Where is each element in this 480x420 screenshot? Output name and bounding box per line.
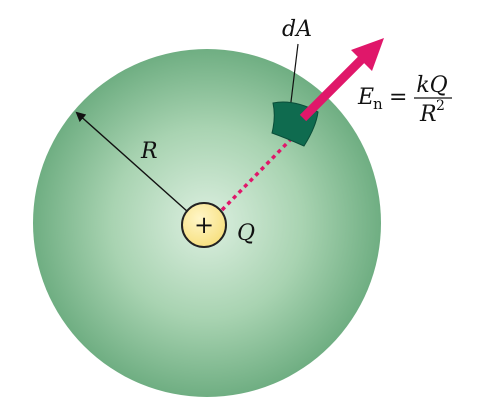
radius-label: R xyxy=(140,139,158,164)
field-arrow-icon xyxy=(299,38,384,122)
equals-sign: = xyxy=(389,85,407,110)
dashed-radial-line xyxy=(220,133,297,212)
point-charge xyxy=(181,202,227,248)
field-magnitude-expression: E n = kQ R 2 xyxy=(357,73,452,127)
area-element-label: dA xyxy=(282,17,312,42)
fraction-numerator: kQ xyxy=(416,73,447,98)
fraction-exponent: 2 xyxy=(436,98,445,114)
field-subscript: n xyxy=(373,95,383,113)
charge-sign-label: + xyxy=(194,211,214,239)
field-symbol: E xyxy=(357,85,374,110)
fraction-denominator: R xyxy=(419,102,437,127)
radius-arrow-icon xyxy=(75,111,189,213)
charge-label: Q xyxy=(237,221,255,246)
area-label-leader xyxy=(289,43,299,111)
